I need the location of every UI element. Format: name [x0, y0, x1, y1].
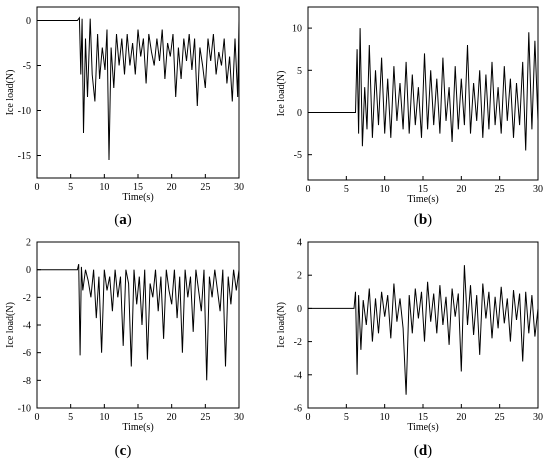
x-tick-label: 25 — [495, 412, 505, 423]
y-axis-title: Ice load(N) — [5, 70, 16, 116]
x-tick-label: 5 — [68, 412, 73, 423]
x-tick-label: 0 — [35, 182, 40, 193]
series-line — [37, 16, 240, 161]
x-tick-label: 10 — [99, 182, 109, 193]
x-tick-label: 30 — [234, 412, 244, 423]
x-tick-label: 25 — [200, 412, 210, 423]
x-tick-label: 25 — [200, 182, 210, 193]
x-tick-label: 0 — [306, 412, 311, 423]
x-tick-label: 30 — [234, 182, 244, 193]
y-tick-label: -8 — [23, 376, 31, 387]
y-tick-label: 10 — [292, 24, 302, 35]
y-tick-label: 2 — [297, 271, 302, 282]
panel-a: 0 5 10 15 20 25 30 0 -5 -10 -15 Time(s) Ice load(N) (… — [5, 6, 244, 228]
x-tick-label: 30 — [533, 184, 543, 195]
x-tick-label: 10 — [99, 412, 109, 423]
y-tick-label: -5 — [294, 150, 302, 161]
x-tick-label: 20 — [167, 412, 177, 423]
y-tick-label: -10 — [18, 106, 31, 117]
y-tick-label: -4 — [294, 370, 302, 381]
x-axis-title: Time(s) — [407, 422, 438, 433]
panel-caption: (c) — [115, 443, 132, 459]
x-tick-label: 20 — [456, 412, 466, 423]
series-line — [308, 28, 539, 151]
x-tick-label: 25 — [495, 184, 505, 195]
y-tick-label: 0 — [26, 265, 31, 276]
x-tick-label: 15 — [133, 412, 143, 423]
x-tick-label: 5 — [344, 412, 349, 423]
panel-caption: (a) — [114, 212, 132, 228]
y-tick-label: 5 — [297, 66, 302, 77]
x-tick-label: 5 — [68, 182, 73, 193]
panel-b: 0 5 10 15 20 25 30 10 5 0 -5 Time(s) Ice load(N) (b) — [276, 6, 543, 228]
panel-caption: (d) — [414, 443, 432, 459]
plot-frame — [36, 241, 240, 409]
panel-caption: (b) — [414, 212, 432, 228]
y-tick-label: 0 — [26, 16, 31, 27]
y-tick-label: 0 — [297, 304, 302, 315]
y-tick-label: -2 — [23, 293, 31, 304]
y-tick-label: -6 — [294, 404, 302, 415]
x-tick-label: 0 — [35, 412, 40, 423]
y-tick-label: 0 — [297, 108, 302, 119]
x-axis-title: Time(s) — [122, 422, 153, 433]
series-line — [37, 263, 240, 381]
y-tick-label: 2 — [26, 238, 31, 249]
y-tick-label: 4 — [297, 238, 302, 249]
y-tick-label: -5 — [23, 61, 31, 72]
x-tick-label: 15 — [418, 184, 428, 195]
x-axis-title: Time(s) — [407, 194, 438, 205]
x-tick-label: 5 — [344, 184, 349, 195]
x-tick-label: 0 — [306, 184, 311, 195]
series-line — [308, 265, 539, 395]
x-tick-label: 20 — [456, 184, 466, 195]
x-tick-label: 10 — [380, 184, 390, 195]
y-tick-label: -10 — [18, 404, 31, 415]
y-tick-label: -4 — [23, 321, 31, 332]
y-tick-label: -15 — [18, 151, 31, 162]
x-tick-label: 30 — [533, 412, 543, 423]
y-axis-title: Ice load(N) — [5, 302, 16, 348]
y-tick-label: -6 — [23, 348, 31, 359]
x-tick-label: 15 — [133, 182, 143, 193]
y-axis-title: Ice load(N) — [276, 302, 287, 348]
x-tick-label: 10 — [380, 412, 390, 423]
x-axis-title: Time(s) — [122, 192, 153, 203]
x-tick-label: 20 — [167, 182, 177, 193]
y-axis-title: Ice load(N) — [276, 71, 287, 117]
y-tick-label: -2 — [294, 337, 302, 348]
x-tick-label: 15 — [418, 412, 428, 423]
